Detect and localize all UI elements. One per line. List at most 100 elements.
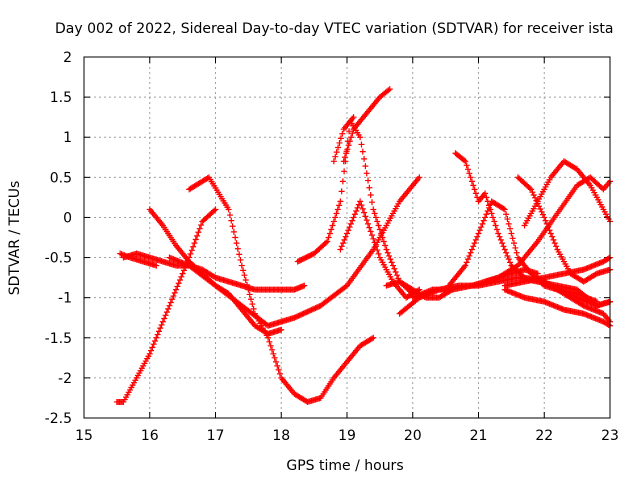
data-point — [338, 243, 345, 250]
data-point — [350, 214, 357, 221]
data-point — [393, 272, 400, 279]
data-point — [387, 256, 394, 263]
data-point — [348, 134, 355, 141]
data-point — [468, 178, 475, 185]
data-point — [322, 239, 329, 246]
data-point — [467, 174, 474, 181]
data-point — [153, 262, 160, 269]
data-point — [304, 308, 311, 315]
data-point — [553, 243, 560, 250]
data-point — [358, 141, 365, 148]
data-point — [338, 188, 345, 195]
data-point — [274, 362, 281, 369]
data-point — [347, 220, 354, 227]
data-point — [391, 265, 398, 272]
data-point — [339, 130, 346, 137]
data-point — [362, 163, 369, 170]
data-point — [336, 139, 343, 146]
data-point — [542, 217, 549, 224]
data-point — [349, 130, 356, 137]
data-point — [152, 337, 159, 344]
data-point — [276, 370, 283, 377]
data-point — [349, 217, 356, 224]
data-point — [175, 280, 182, 287]
data-point — [466, 252, 473, 259]
data-point — [386, 86, 393, 93]
data-point — [541, 214, 548, 221]
data-point — [504, 216, 511, 223]
data-point — [330, 158, 337, 165]
data-point — [370, 235, 377, 242]
data-point — [301, 282, 308, 289]
data-point — [225, 206, 232, 213]
data-point — [245, 286, 252, 293]
data-point — [342, 283, 349, 290]
data-point — [212, 206, 219, 213]
data-point — [244, 281, 251, 288]
data-point — [471, 240, 478, 247]
data-point — [332, 214, 339, 221]
y-tick-label: 1 — [63, 130, 72, 146]
series-s9 — [330, 114, 357, 165]
data-point — [230, 228, 237, 235]
data-point — [550, 236, 557, 243]
data-point — [275, 366, 282, 373]
chart-title: Day 002 of 2022, Sidereal Day-to-day VTE… — [55, 21, 613, 37]
data-point — [470, 182, 477, 189]
y-tick-label: 1.5 — [50, 90, 72, 106]
data-point — [501, 246, 508, 253]
series-s6 — [166, 174, 423, 329]
data-point — [158, 321, 165, 328]
data-point — [157, 325, 164, 332]
data-point — [194, 232, 201, 239]
x-tick-label: 17 — [207, 428, 225, 444]
data-point — [375, 250, 382, 257]
data-point — [491, 218, 498, 225]
data-point — [359, 148, 366, 155]
data-point — [195, 229, 202, 236]
data-point — [345, 142, 352, 149]
data-point — [463, 162, 470, 169]
data-point — [361, 155, 368, 162]
data-point — [489, 214, 496, 221]
data-point — [161, 315, 168, 322]
data-point — [192, 236, 199, 243]
data-point — [388, 259, 395, 266]
data-point — [475, 230, 482, 237]
data-point — [472, 236, 479, 243]
data-point — [333, 210, 340, 217]
data-point — [503, 249, 510, 256]
data-point — [466, 170, 473, 177]
data-point — [367, 228, 374, 235]
data-point — [376, 226, 383, 233]
data-point — [484, 208, 491, 215]
data-point — [169, 296, 176, 303]
data-point — [390, 262, 397, 269]
data-point — [278, 326, 285, 333]
data-point — [296, 312, 303, 319]
data-point — [357, 134, 364, 141]
data-point — [379, 234, 386, 241]
data-point — [238, 262, 245, 269]
data-point — [241, 272, 248, 279]
data-point — [297, 311, 304, 318]
data-point — [472, 190, 479, 197]
series-s3 — [117, 250, 160, 269]
data-point — [538, 208, 545, 215]
data-point — [272, 358, 279, 365]
data-point — [344, 146, 351, 153]
data-point — [530, 191, 537, 198]
data-point — [365, 220, 372, 227]
data-point — [392, 268, 399, 275]
data-point — [499, 240, 506, 247]
data-point — [174, 283, 181, 290]
y-tick-label: -1.5 — [45, 331, 72, 347]
data-point — [464, 166, 471, 173]
data-point — [471, 186, 478, 193]
data-point — [269, 346, 276, 353]
data-point — [332, 153, 339, 160]
data-point — [474, 233, 481, 240]
data-point — [315, 303, 322, 310]
data-point — [496, 233, 503, 240]
